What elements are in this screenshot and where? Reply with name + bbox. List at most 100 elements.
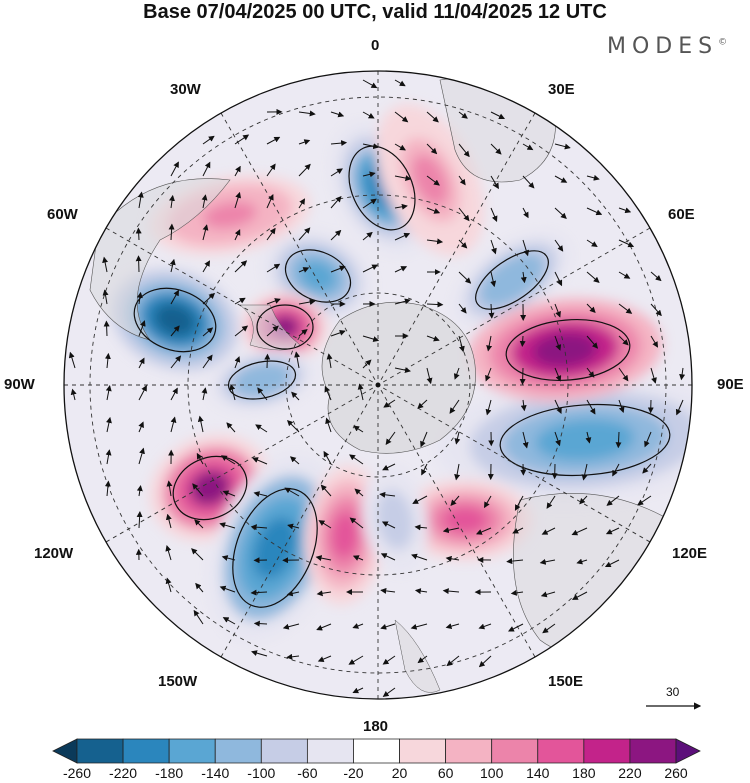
wind-arrow <box>485 399 492 416</box>
wind-arrow <box>348 655 364 665</box>
wind-arrow <box>650 335 659 348</box>
colorbar-swatch <box>399 738 447 764</box>
blob-neg-5 <box>436 377 692 503</box>
wind-arrow <box>475 527 492 535</box>
wind-arrow <box>458 303 467 314</box>
wind-arrow <box>266 193 274 209</box>
wind-arrow <box>286 419 300 433</box>
wind-arrow <box>490 175 499 190</box>
wind-arrow <box>380 587 396 594</box>
colorbar-swatch <box>445 738 493 764</box>
wind-arrow <box>135 255 142 273</box>
colorbar-tick-label: -180 <box>155 765 184 781</box>
wind-arrow <box>426 175 440 186</box>
wind-arrow <box>554 303 561 318</box>
wind-arrow <box>362 198 377 209</box>
wind-arrow <box>219 585 236 593</box>
brand-name: MODES <box>607 34 719 59</box>
wind-arrow <box>201 194 208 209</box>
wind-arrow <box>352 623 364 629</box>
wind-arrow <box>234 229 241 241</box>
wind-arrow <box>202 135 215 145</box>
wind-arrow <box>586 207 603 216</box>
label-lon-150e: 150E <box>548 673 584 690</box>
wind-arrow <box>326 353 333 369</box>
wind-arrow <box>394 266 408 273</box>
wind-arrow <box>522 431 529 449</box>
wind-arrow <box>458 143 470 158</box>
colorbar-tick-label: -220 <box>109 765 138 781</box>
wind-arrow <box>414 588 428 595</box>
wind-arrow <box>102 289 109 305</box>
wind-arrow <box>234 356 241 369</box>
wind-arrow <box>506 558 524 565</box>
wind-arrow <box>70 388 77 401</box>
wind-arrow <box>317 655 332 662</box>
wind-arrow <box>349 517 364 529</box>
map-boundary <box>63 70 693 700</box>
wind-arrow <box>458 207 470 222</box>
wind-arrow <box>362 79 378 89</box>
wind-arrow <box>330 265 346 273</box>
wind-arrow <box>412 495 428 504</box>
label-lon-30w: 30W <box>170 81 201 98</box>
colorbar-swatch <box>537 738 585 764</box>
wind-arrow <box>170 355 182 369</box>
wind-arrow <box>554 367 562 382</box>
wind-arrow <box>286 590 300 597</box>
wind-arrow <box>68 351 76 369</box>
wind-arrow <box>266 227 276 241</box>
wind-arrow <box>135 227 142 241</box>
wind-arrow <box>383 399 396 408</box>
colorbar-swatch <box>168 738 216 764</box>
blob-neg-4-level-3 <box>492 263 532 297</box>
colorbar-swatch <box>675 738 701 764</box>
wind-arrow <box>102 256 109 273</box>
wind-arrow <box>315 555 332 562</box>
wind-arrow <box>165 577 172 593</box>
wind-arrow <box>318 520 332 529</box>
wind-arrow <box>606 495 620 506</box>
wind-arrow <box>286 653 300 660</box>
australia-landmass <box>513 493 676 656</box>
blob-neg-7-level-3 <box>252 517 298 579</box>
colorbar-tick-label: -20 <box>343 765 364 781</box>
blob-pos-7-level-3 <box>412 154 448 206</box>
wind-arrow <box>490 239 497 255</box>
wind-arrow <box>234 165 241 177</box>
wind-arrow <box>490 111 505 119</box>
wind-arrow <box>197 415 204 433</box>
brand-mark: © <box>718 37 728 48</box>
wind-arrow <box>554 399 562 415</box>
blob-pos-5-level-3 <box>203 201 257 229</box>
wind-arrow <box>266 163 276 177</box>
colorbar-swatch <box>260 738 308 764</box>
wind-arrow <box>169 258 176 273</box>
wind-arrow <box>579 495 588 505</box>
wind-arrow <box>520 399 527 412</box>
wind-arrow <box>426 301 444 308</box>
wind-arrow <box>586 271 600 283</box>
wind-arrow <box>219 522 236 529</box>
label-lon-90w: 90W <box>4 376 35 393</box>
map-title: Base 07/04/2025 00 UTC, valid 11/04/2025… <box>143 1 607 23</box>
wind-arrow <box>298 267 310 273</box>
wind-arrow <box>442 527 460 534</box>
wind-arrow <box>541 527 556 535</box>
wind-arrow <box>420 431 428 448</box>
wind-arrow <box>202 292 216 305</box>
wind-arrow <box>255 424 268 433</box>
wind-arrow <box>586 335 599 349</box>
blob-neg-4 <box>453 231 571 329</box>
wind-arrow <box>571 591 588 600</box>
wind-arrow <box>539 558 556 565</box>
label-lon-120e: 120E <box>672 545 708 562</box>
colorbar-swatch <box>353 738 400 764</box>
wind-arrow <box>220 455 236 465</box>
colorbar-swatch <box>629 738 677 764</box>
wind-arrow <box>253 491 268 498</box>
wind-arrow <box>554 335 562 351</box>
wind-arrow <box>250 589 268 596</box>
wind-arrow <box>454 463 461 481</box>
wind-arrow <box>362 264 379 273</box>
